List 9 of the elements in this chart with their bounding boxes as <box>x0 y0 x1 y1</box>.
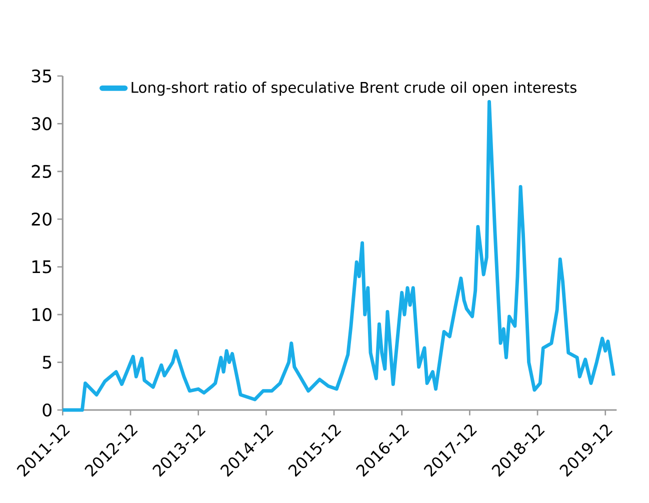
y-tick-label: 15 <box>32 260 52 274</box>
y-tick-label: 10 <box>32 308 52 322</box>
y-tick-label: 30 <box>32 117 52 130</box>
y-tick-label: 20 <box>32 212 52 226</box>
legend-label: Long-short ratio of speculative Brent crude oil open interests <box>132 82 576 96</box>
y-tick-label: 0 <box>42 403 52 417</box>
y-tick-label: 5 <box>42 356 52 369</box>
y-tick-label: 25 <box>32 164 52 178</box>
y-tick-label: 35 <box>32 69 52 83</box>
